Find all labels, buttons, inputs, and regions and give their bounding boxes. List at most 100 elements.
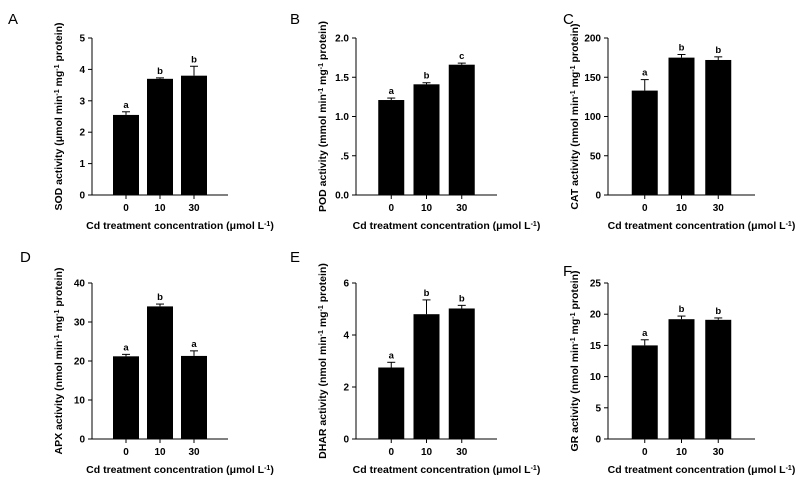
label-part: mg bbox=[569, 72, 581, 91]
y-tick-label: 10 bbox=[74, 396, 86, 407]
superscript-part: -1 bbox=[570, 337, 577, 343]
x-tick-label: 10 bbox=[154, 447, 166, 458]
label-part: protein) bbox=[317, 21, 329, 63]
panel-letter: B bbox=[290, 11, 300, 28]
bar-0 bbox=[113, 356, 139, 439]
panel-letter: E bbox=[290, 249, 300, 266]
superscript-part: -1 bbox=[786, 465, 792, 472]
y-tick-label: 0 bbox=[79, 191, 85, 202]
significance-label: b bbox=[157, 292, 163, 303]
significance-label: a bbox=[123, 342, 129, 353]
bar-30 bbox=[181, 75, 207, 195]
x-tick-label: 0 bbox=[388, 447, 394, 458]
y-axis-label: CAT activity (nmol min-1 mg-1 protein) bbox=[569, 23, 581, 209]
bar-10 bbox=[147, 78, 173, 195]
y-tick-label: 0 bbox=[595, 191, 601, 202]
y-tick-label: 1.0 bbox=[335, 112, 349, 123]
y-tick-label: 1.5 bbox=[335, 73, 349, 84]
y-tick-label: 0 bbox=[595, 435, 601, 446]
significance-label: b bbox=[424, 71, 430, 82]
x-axis-label: Cd treatment concentration (μmol L-1) bbox=[608, 220, 796, 232]
label-part: SOD activity (μmol min bbox=[53, 96, 65, 211]
x-tick-label: 10 bbox=[421, 447, 433, 458]
y-tick-label: 10 bbox=[590, 372, 602, 383]
label-part: ) bbox=[270, 220, 274, 232]
y-tick-label: 150 bbox=[584, 73, 601, 84]
y-tick-label: 100 bbox=[584, 112, 601, 123]
label-part: Cd treatment concentration (μmol L bbox=[353, 464, 532, 476]
label-part: ) bbox=[792, 220, 796, 232]
superscript-part: -1 bbox=[318, 330, 325, 336]
superscript-part: -1 bbox=[54, 334, 61, 340]
y-tick-label: 15 bbox=[590, 341, 602, 352]
bar-10 bbox=[413, 314, 440, 439]
x-axis-label: Cd treatment concentration (μmol L-1) bbox=[86, 220, 274, 232]
label-part: mg bbox=[317, 69, 329, 88]
label-part: CAT activity (nmol min bbox=[569, 97, 581, 210]
label-part: APX activity (nmol min bbox=[53, 341, 65, 455]
bar-10 bbox=[668, 319, 695, 439]
y-axis-label: GR activity (nmol min-1 mg-1 protein) bbox=[569, 270, 581, 451]
x-tick-label: 30 bbox=[188, 447, 200, 458]
y-tick-label: .5 bbox=[341, 151, 350, 162]
label-part: mg bbox=[53, 316, 65, 335]
label-part: Cd treatment concentration (μmol L bbox=[608, 464, 787, 476]
x-axis-label: Cd treatment concentration (μmol L-1) bbox=[353, 464, 541, 476]
label-part: protein) bbox=[569, 23, 581, 65]
chart-panel-b: B 0.0 .5 1.0 1.5 2.0 a 0 b 10 c 30 Cd treatment conc… bbox=[290, 11, 540, 232]
y-tick-label: 40 bbox=[74, 279, 86, 290]
y-tick-label: 20 bbox=[590, 310, 602, 321]
y-tick-label: 6 bbox=[343, 279, 349, 290]
y-tick-label: 200 bbox=[584, 34, 601, 45]
significance-label: a bbox=[191, 339, 197, 350]
bar-0 bbox=[113, 114, 139, 195]
superscript-part: -1 bbox=[570, 90, 577, 96]
panel-letter: F bbox=[563, 263, 572, 280]
label-part: ) bbox=[537, 220, 541, 232]
y-tick-label: 4 bbox=[343, 331, 349, 342]
x-axis-label: Cd treatment concentration (μmol L-1) bbox=[353, 220, 541, 232]
y-tick-label: 0.0 bbox=[335, 191, 349, 202]
significance-label: a bbox=[389, 350, 395, 361]
superscript-part: -1 bbox=[531, 465, 537, 472]
label-part: Cd treatment concentration (μmol L bbox=[86, 464, 265, 476]
significance-label: a bbox=[123, 100, 129, 111]
superscript-part: -1 bbox=[318, 88, 325, 94]
panel-letter: C bbox=[563, 11, 574, 28]
x-tick-label: 10 bbox=[676, 203, 688, 214]
significance-label: a bbox=[389, 86, 395, 97]
significance-label: b bbox=[715, 306, 721, 317]
x-tick-label: 0 bbox=[642, 203, 648, 214]
superscript-part: -1 bbox=[54, 64, 61, 70]
significance-label: c bbox=[459, 51, 464, 62]
y-tick-label: 25 bbox=[590, 279, 602, 290]
x-tick-label: 0 bbox=[388, 203, 394, 214]
significance-label: b bbox=[424, 288, 430, 299]
label-part: ) bbox=[792, 464, 796, 476]
y-tick-label: 2.0 bbox=[335, 34, 349, 45]
x-tick-label: 10 bbox=[154, 203, 166, 214]
y-tick-label: 4 bbox=[79, 65, 85, 76]
significance-label: a bbox=[642, 68, 648, 79]
x-axis-label: Cd treatment concentration (μmol L-1) bbox=[86, 464, 274, 476]
chart-panel-c: C 0 50 100 150 200 a 0 b 10 b 30 Cd treatment concen… bbox=[563, 11, 795, 232]
superscript-part: -1 bbox=[264, 465, 270, 472]
bar-30 bbox=[448, 64, 475, 195]
x-tick-label: 30 bbox=[456, 203, 468, 214]
significance-label: b bbox=[459, 293, 465, 304]
y-tick-label: 30 bbox=[74, 318, 86, 329]
significance-label: b bbox=[679, 42, 685, 53]
label-part: mg bbox=[569, 319, 581, 338]
superscript-part: -1 bbox=[570, 312, 577, 318]
bar-30 bbox=[448, 308, 475, 439]
label-part: mg bbox=[53, 71, 65, 90]
significance-label: b bbox=[157, 66, 163, 77]
y-tick-label: 20 bbox=[74, 357, 86, 368]
superscript-part: -1 bbox=[318, 63, 325, 69]
y-axis-label: APX activity (nmol min-1 mg-1 protein) bbox=[53, 268, 65, 455]
chart-panel-e: E 0 2 4 6 a 0 b 10 b 30 Cd treatment concentration … bbox=[290, 249, 540, 476]
chart-panel-d: D 0 10 20 30 40 a 0 b 10 a 30 Cd treatment concentra… bbox=[20, 249, 274, 476]
significance-label: a bbox=[642, 328, 648, 339]
label-part: Cd treatment concentration (μmol L bbox=[608, 220, 787, 232]
